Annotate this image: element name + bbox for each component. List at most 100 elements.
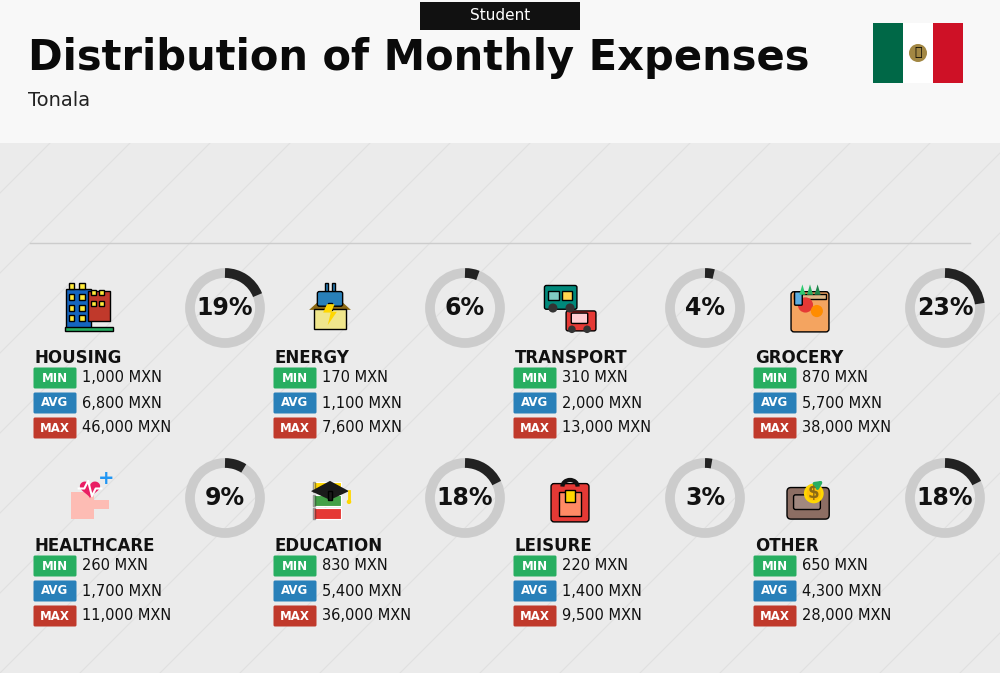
Text: 830 MXN: 830 MXN	[322, 559, 388, 573]
Text: AVG: AVG	[761, 584, 789, 598]
Text: HOUSING: HOUSING	[35, 349, 122, 367]
Polygon shape	[80, 481, 100, 499]
Text: 5,400 MXN: 5,400 MXN	[322, 583, 402, 598]
Text: 1,000 MXN: 1,000 MXN	[82, 371, 162, 386]
FancyBboxPatch shape	[313, 508, 315, 519]
FancyBboxPatch shape	[79, 283, 85, 289]
Text: 19%: 19%	[197, 296, 253, 320]
FancyBboxPatch shape	[313, 495, 315, 505]
FancyBboxPatch shape	[274, 417, 316, 439]
Text: GROCERY: GROCERY	[755, 349, 843, 367]
Text: 6,800 MXN: 6,800 MXN	[82, 396, 162, 411]
Polygon shape	[815, 285, 821, 295]
Text: MIN: MIN	[522, 371, 548, 384]
FancyBboxPatch shape	[794, 294, 826, 299]
Text: MAX: MAX	[520, 610, 550, 623]
FancyBboxPatch shape	[69, 315, 74, 321]
FancyBboxPatch shape	[314, 309, 346, 329]
Text: MAX: MAX	[520, 421, 550, 435]
Text: MIN: MIN	[42, 371, 68, 384]
Circle shape	[347, 499, 351, 504]
FancyBboxPatch shape	[65, 327, 113, 331]
Text: AVG: AVG	[761, 396, 789, 409]
Text: MIN: MIN	[282, 371, 308, 384]
Text: AVG: AVG	[521, 396, 549, 409]
Text: 1,100 MXN: 1,100 MXN	[322, 396, 402, 411]
FancyBboxPatch shape	[514, 606, 556, 627]
FancyBboxPatch shape	[332, 283, 335, 295]
Text: 46,000 MXN: 46,000 MXN	[82, 421, 171, 435]
FancyBboxPatch shape	[313, 482, 341, 493]
FancyBboxPatch shape	[548, 291, 559, 299]
FancyBboxPatch shape	[34, 606, 76, 627]
FancyBboxPatch shape	[514, 555, 556, 577]
FancyBboxPatch shape	[69, 283, 74, 289]
FancyBboxPatch shape	[34, 555, 76, 577]
FancyBboxPatch shape	[274, 606, 316, 627]
FancyBboxPatch shape	[328, 491, 332, 500]
Text: 170 MXN: 170 MXN	[322, 371, 388, 386]
FancyBboxPatch shape	[795, 292, 802, 305]
FancyBboxPatch shape	[69, 294, 74, 300]
FancyBboxPatch shape	[79, 305, 85, 311]
FancyBboxPatch shape	[91, 290, 96, 295]
Text: Student: Student	[470, 9, 530, 24]
FancyBboxPatch shape	[420, 2, 580, 30]
Text: 🦅: 🦅	[914, 46, 922, 59]
FancyBboxPatch shape	[34, 392, 76, 413]
Text: 38,000 MXN: 38,000 MXN	[802, 421, 891, 435]
Text: AVG: AVG	[281, 584, 309, 598]
Text: 260 MXN: 260 MXN	[82, 559, 148, 573]
Circle shape	[798, 297, 813, 312]
Text: 28,000 MXN: 28,000 MXN	[802, 608, 891, 623]
Text: MIN: MIN	[522, 559, 548, 573]
Text: OTHER: OTHER	[755, 537, 819, 555]
Polygon shape	[807, 285, 813, 295]
Text: MAX: MAX	[40, 610, 70, 623]
Text: 9,500 MXN: 9,500 MXN	[562, 608, 642, 623]
Text: MIN: MIN	[762, 371, 788, 384]
Polygon shape	[309, 291, 351, 310]
Text: AVG: AVG	[41, 584, 69, 598]
Circle shape	[568, 326, 576, 333]
Text: +: +	[98, 468, 114, 488]
Text: AVG: AVG	[521, 584, 549, 598]
FancyBboxPatch shape	[565, 491, 575, 502]
FancyBboxPatch shape	[562, 291, 572, 299]
FancyBboxPatch shape	[551, 484, 589, 522]
Text: MAX: MAX	[40, 421, 70, 435]
Text: 9%: 9%	[205, 486, 245, 510]
Text: 4,300 MXN: 4,300 MXN	[802, 583, 882, 598]
FancyBboxPatch shape	[754, 555, 796, 577]
Circle shape	[807, 486, 821, 501]
Text: 11,000 MXN: 11,000 MXN	[82, 608, 171, 623]
FancyBboxPatch shape	[91, 301, 96, 306]
Polygon shape	[71, 493, 109, 519]
Text: MIN: MIN	[42, 559, 68, 573]
FancyBboxPatch shape	[754, 606, 796, 627]
Text: MAX: MAX	[280, 610, 310, 623]
Circle shape	[565, 304, 575, 312]
Text: AVG: AVG	[41, 396, 69, 409]
FancyBboxPatch shape	[88, 291, 110, 321]
FancyBboxPatch shape	[274, 555, 316, 577]
FancyBboxPatch shape	[34, 417, 76, 439]
Circle shape	[583, 326, 591, 333]
Text: 650 MXN: 650 MXN	[802, 559, 868, 573]
Polygon shape	[311, 481, 349, 500]
Text: 1,700 MXN: 1,700 MXN	[82, 583, 162, 598]
FancyBboxPatch shape	[514, 367, 556, 388]
Text: 1,400 MXN: 1,400 MXN	[562, 583, 642, 598]
Text: TRANSPORT: TRANSPORT	[515, 349, 628, 367]
FancyBboxPatch shape	[34, 581, 76, 602]
FancyBboxPatch shape	[69, 305, 74, 311]
Text: Distribution of Monthly Expenses: Distribution of Monthly Expenses	[28, 37, 810, 79]
Text: 870 MXN: 870 MXN	[802, 371, 868, 386]
Text: 220 MXN: 220 MXN	[562, 559, 628, 573]
Text: 7,600 MXN: 7,600 MXN	[322, 421, 402, 435]
Text: MAX: MAX	[760, 610, 790, 623]
FancyBboxPatch shape	[571, 313, 588, 324]
FancyBboxPatch shape	[514, 392, 556, 413]
FancyBboxPatch shape	[79, 294, 85, 300]
Text: ENERGY: ENERGY	[275, 349, 350, 367]
